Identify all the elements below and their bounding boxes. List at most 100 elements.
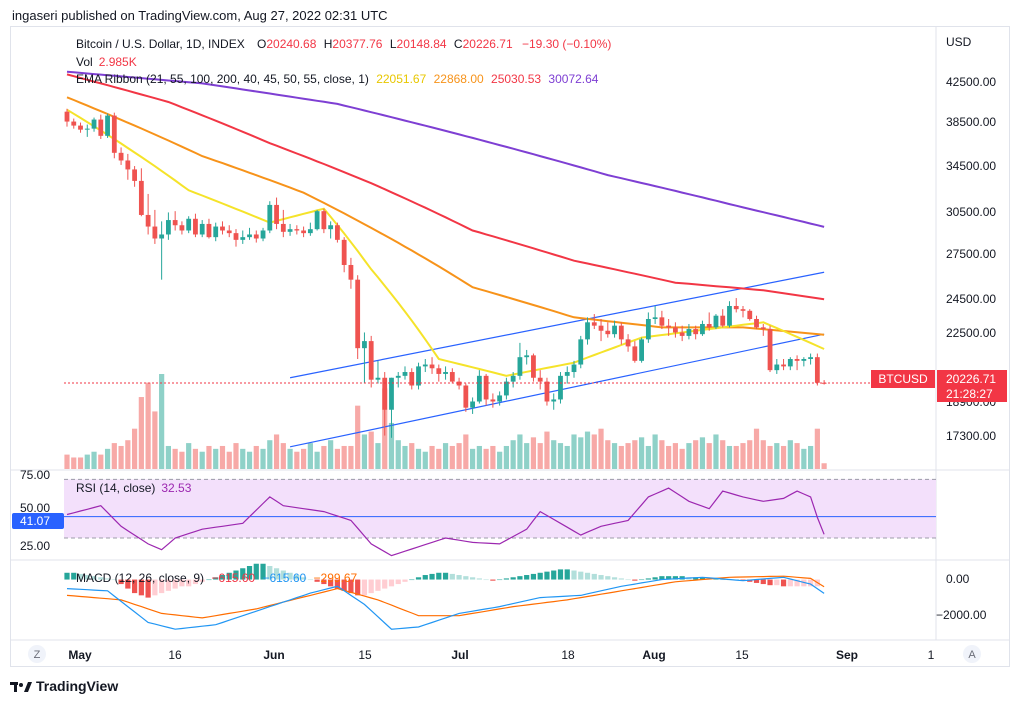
candle-body [801,359,807,361]
volume-bar [503,445,509,469]
brand-name: TradingView [36,678,119,694]
time-scale[interactable]: May 16 Jun 15 Jul 18 Aug 15 Sep 1 [68,648,934,662]
macd-histogram-bar [476,578,482,580]
rsi-tick-75: 75.00 [20,468,50,482]
volume-bar [219,445,226,469]
candle-body [226,230,232,234]
candle-body [652,317,658,319]
ema-label: EMA Ribbon (21, 55, 100, 200, 40, 45, 50… [76,72,369,86]
volume-bar [125,440,131,469]
rsi-tick-25: 25.00 [20,539,50,553]
candle-body [443,372,448,374]
candle-body [645,318,651,340]
volume-bar [361,434,368,469]
macd-histogram-bar [246,566,253,580]
candle-body [510,375,516,382]
macd-histogram-bar [118,579,124,585]
price-scale[interactable]: 42500.00 38500.00 34500.00 30500.00 27500.00… [946,75,996,443]
macd-histogram-bar [287,572,293,580]
volume-bar [118,445,124,469]
trendline-channel[interactable] [289,271,825,448]
volume-bar [808,445,814,469]
time-label: Jul [451,648,468,662]
volume-bar [71,457,77,469]
candle-body [267,204,273,231]
volume-bar [760,440,766,469]
ema100-line [66,73,825,301]
macd-histogram-bar [253,563,259,580]
macd-histogram-bar [483,579,489,581]
macd-histogram-bar [206,579,212,581]
volume-bar [246,451,253,469]
candle-body [348,264,354,280]
time-label: 15 [358,648,372,662]
volume-bar [706,443,712,469]
macd-histogram-bar [557,569,564,580]
bar-countdown: 21:28:27 [946,387,993,401]
price-tag-bg [937,370,1007,402]
candle-body [159,234,165,239]
candle-body [449,372,455,382]
candle-body [476,375,482,402]
macd-histogram-bar [307,579,313,581]
macd-pane [64,563,825,630]
macd-histogram-bar [172,579,178,589]
macd-histogram-bar [524,575,530,580]
macd-histogram-bar [470,577,476,580]
volume-bar [726,445,733,469]
volume-bar [253,445,259,469]
candle-body [747,310,753,319]
candle-body [551,399,557,402]
candle-body [179,225,185,231]
macd-histogram-bar [233,570,239,580]
macd-histogram-bar [415,577,422,580]
macd-histogram-bar [91,576,97,580]
candle-body [571,364,577,373]
last-price: 20226.71 [946,372,996,386]
macd-histogram-bar [341,579,347,591]
macd-histogram-bar [84,575,90,580]
volume-bar [557,443,564,469]
macd-histogram-bar [375,579,381,591]
candle-body [132,169,137,181]
macd-histogram-bar [273,568,280,580]
ema21-line [66,108,825,377]
candle-body [639,339,644,361]
auto-scale-button[interactable]: A [963,645,981,663]
macd-histogram-bar [537,572,543,580]
volume-bar [192,448,199,469]
macd-histogram-bar [152,579,158,596]
macd-histogram-bar [314,579,320,582]
volume-bar [578,437,584,469]
volume-bar [199,451,205,469]
candle-body [71,121,77,126]
currency-label: USD [946,35,972,49]
ema-value-1: 22051.67 [376,72,426,86]
candle-body [260,230,266,239]
candle-body [294,229,300,231]
candle-body [591,322,597,326]
macd-hist-value: −615.60 [211,571,255,585]
candle-body [808,357,813,360]
candle-body [199,223,205,235]
price-tick: 24500.00 [946,292,996,306]
trendline [289,333,825,448]
reset-zoom-button[interactable]: Z [28,645,46,663]
candle-body [727,305,732,326]
candle-body [382,377,388,410]
macd-histogram-bar [774,579,780,586]
volume-label: Vol [76,55,93,69]
volume-bar [733,445,739,469]
volume-bar [524,443,530,469]
macd-histogram-bar [226,572,232,580]
time-label: Sep [836,648,858,662]
macd-histogram-bar [361,579,368,596]
macd-histogram-bar [571,570,577,580]
candle-body [64,111,70,122]
macd-histogram-bar [794,579,800,587]
candle-body [220,226,225,231]
candle-body [341,239,347,265]
macd-histogram-bar [760,579,766,585]
volume-bar [368,431,374,469]
